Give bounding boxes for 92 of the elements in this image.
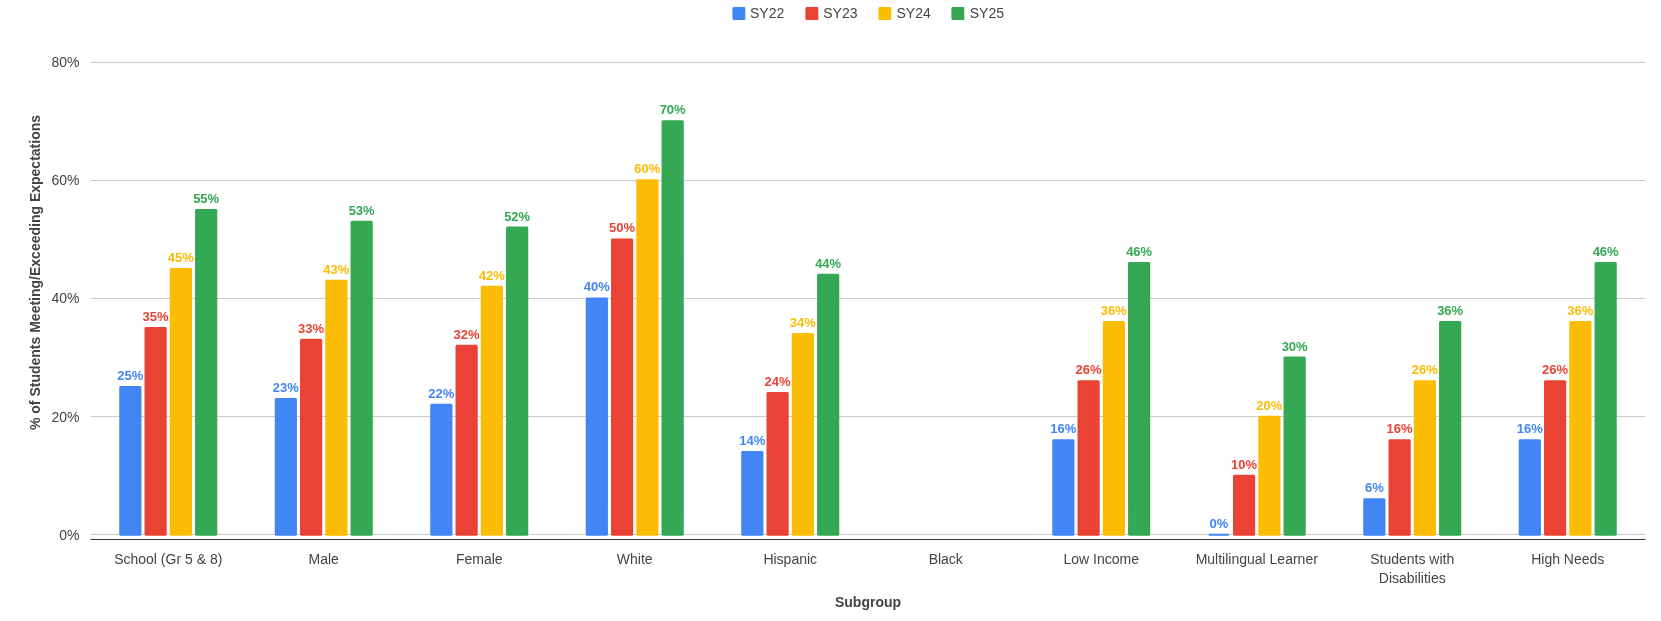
data-label: 26% bbox=[1075, 362, 1103, 378]
bar bbox=[1258, 415, 1281, 536]
y-tick-label: 0% bbox=[59, 526, 80, 543]
data-label: 52% bbox=[504, 208, 531, 224]
y-axis-title: % of Students Meeting/Exceeding Expectations bbox=[27, 114, 44, 431]
data-label: 14% bbox=[739, 433, 766, 449]
data-label: 33% bbox=[298, 320, 325, 336]
data-label: 35% bbox=[142, 309, 170, 325]
x-tick-label: Students with Disabilities bbox=[1370, 550, 1455, 586]
bar bbox=[1077, 380, 1100, 536]
bar bbox=[1102, 321, 1125, 536]
y-tick-label: 60% bbox=[51, 172, 80, 189]
data-label: 22% bbox=[428, 385, 455, 401]
data-label: 16% bbox=[1516, 421, 1544, 437]
bar bbox=[430, 403, 453, 536]
data-label: 20% bbox=[1256, 397, 1283, 413]
x-tick-label: Multilingual Learner bbox=[1195, 550, 1319, 567]
data-label: 26% bbox=[1542, 362, 1569, 378]
bar bbox=[1388, 439, 1411, 536]
data-label: 40% bbox=[583, 279, 611, 295]
x-tick-label: High Needs bbox=[1531, 550, 1605, 567]
bar bbox=[144, 327, 167, 536]
bar bbox=[791, 332, 814, 536]
data-label: 60% bbox=[634, 161, 661, 177]
data-label: 50% bbox=[609, 220, 636, 236]
x-axis-title: Subgroup bbox=[834, 593, 902, 610]
data-label: 10% bbox=[1231, 456, 1258, 472]
bar bbox=[661, 120, 684, 536]
bar bbox=[325, 279, 348, 536]
data-label: 16% bbox=[1050, 421, 1077, 437]
legend-label: SY22 bbox=[750, 5, 785, 21]
bar bbox=[585, 297, 608, 536]
bar bbox=[1233, 474, 1256, 536]
data-label: 16% bbox=[1386, 421, 1414, 437]
bar bbox=[1569, 321, 1592, 536]
data-label: 53% bbox=[348, 202, 376, 218]
bar bbox=[611, 238, 634, 536]
bar bbox=[480, 285, 503, 536]
bar bbox=[741, 451, 764, 536]
data-label: 6% bbox=[1364, 480, 1385, 496]
data-label: 23% bbox=[272, 379, 300, 395]
bar bbox=[1128, 262, 1151, 536]
data-label: 0% bbox=[1209, 515, 1229, 531]
x-tick-label: Female bbox=[455, 550, 503, 567]
data-label: 70% bbox=[659, 102, 687, 118]
data-label: 55% bbox=[193, 190, 220, 206]
data-label: 36% bbox=[1567, 303, 1594, 319]
bar bbox=[1439, 321, 1462, 536]
data-label: 45% bbox=[167, 249, 195, 265]
bar bbox=[817, 273, 840, 536]
legend-label: SY23 bbox=[823, 5, 858, 21]
bar bbox=[1052, 439, 1075, 536]
legend-label: SY24 bbox=[896, 5, 931, 21]
data-label: 32% bbox=[453, 326, 481, 342]
data-label: 43% bbox=[323, 261, 350, 277]
data-label: 34% bbox=[789, 314, 817, 330]
x-tick-label: White bbox=[616, 550, 653, 567]
bar bbox=[300, 338, 323, 536]
bar bbox=[195, 208, 218, 536]
bar bbox=[169, 267, 192, 536]
bar bbox=[1283, 356, 1306, 536]
y-tick-label: 80% bbox=[51, 54, 80, 71]
bar bbox=[636, 179, 659, 536]
data-label: 42% bbox=[478, 267, 506, 283]
data-label: 25% bbox=[117, 368, 144, 384]
x-tick-label: Hispanic bbox=[763, 550, 818, 567]
x-tick-label: School (Gr 5 & 8) bbox=[114, 550, 223, 567]
data-label: 24% bbox=[764, 374, 792, 389]
bar bbox=[1518, 439, 1541, 536]
data-label: 26% bbox=[1411, 362, 1439, 378]
data-label: 36% bbox=[1437, 303, 1464, 319]
legend-label: SY25 bbox=[969, 5, 1004, 21]
bar bbox=[350, 220, 373, 536]
bar bbox=[1594, 262, 1617, 536]
y-tick-label: 40% bbox=[51, 290, 80, 307]
y-tick-label: 20% bbox=[51, 408, 80, 425]
bar bbox=[1544, 380, 1567, 536]
bar bbox=[1413, 380, 1436, 536]
bar bbox=[119, 386, 142, 536]
data-label: 30% bbox=[1281, 338, 1309, 354]
data-label: 46% bbox=[1592, 244, 1620, 260]
x-tick-label: Black bbox=[928, 550, 964, 567]
bar bbox=[506, 226, 529, 536]
data-label: 36% bbox=[1100, 303, 1128, 319]
bar bbox=[1363, 498, 1386, 536]
data-label: 44% bbox=[815, 255, 842, 271]
x-tick-label: Male bbox=[308, 550, 340, 567]
x-tick-label: Low Income bbox=[1063, 550, 1140, 567]
bar bbox=[766, 392, 789, 536]
data-label: 46% bbox=[1126, 244, 1153, 260]
bar bbox=[274, 397, 297, 536]
bar bbox=[455, 344, 478, 536]
